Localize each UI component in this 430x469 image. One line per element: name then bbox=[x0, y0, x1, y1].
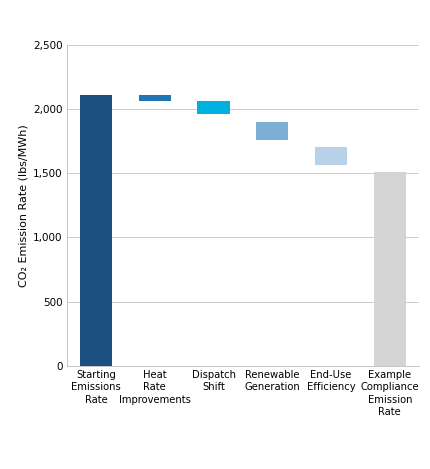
Bar bbox=[374, 172, 406, 366]
Bar bbox=[256, 121, 289, 140]
Y-axis label: CO₂ Emission Rate (lbs/MWh): CO₂ Emission Rate (lbs/MWh) bbox=[18, 124, 29, 287]
Bar bbox=[138, 95, 171, 101]
Bar bbox=[80, 95, 112, 366]
Text: Figure 1: Generator Compliance: Illustrative Example: Figure 1: Generator Compliance: Illustra… bbox=[11, 15, 355, 25]
Bar bbox=[315, 147, 347, 166]
Bar bbox=[197, 101, 230, 114]
